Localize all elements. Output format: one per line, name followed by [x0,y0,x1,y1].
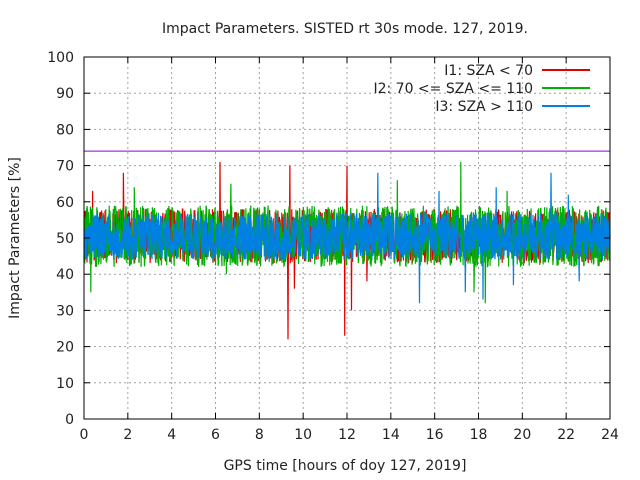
x-tick-label: 14 [382,427,400,443]
chart-title: Impact Parameters. SISTED rt 30s mode. 1… [162,21,528,37]
legend-label-i1: I1: SZA < 70 [444,63,533,79]
x-tick-label: 22 [557,427,575,443]
series-group [83,161,611,340]
y-tick-label: 60 [56,195,74,211]
y-tick-label: 40 [56,267,74,283]
y-axis-tick-labels: 0 10 20 30 40 50 60 70 80 90 100 [47,50,74,428]
y-tick-label: 80 [56,122,74,138]
y-tick-label: 100 [47,50,74,66]
x-tick-label: 16 [426,427,444,443]
x-tick-label: 12 [338,427,356,443]
x-tick-label: 0 [80,427,89,443]
y-tick-label: 20 [56,340,74,356]
y-tick-label: 30 [56,303,74,319]
series-line-3 [83,172,611,304]
x-tick-label: 8 [255,427,264,443]
y-tick-label: 90 [56,86,74,102]
x-axis-label: GPS time [hours of doy 127, 2019] [224,458,467,474]
y-tick-label: 10 [56,376,74,392]
x-tick-label: 6 [211,427,220,443]
y-axis-label: Impact Parameters [%] [7,157,23,319]
legend: I1: SZA < 70 I2: 70 <= SZA <= 110 I3: SZ… [373,63,590,115]
x-tick-label: 10 [294,427,312,443]
x-tick-label: 18 [470,427,488,443]
y-tick-label: 0 [65,412,74,428]
x-tick-label: 24 [601,427,619,443]
x-axis-tick-labels: 0 2 4 6 8 10 12 14 16 18 20 22 24 [80,427,619,443]
x-tick-label: 2 [123,427,132,443]
x-tick-label: 20 [513,427,531,443]
legend-label-i3: I3: SZA > 110 [435,99,533,115]
x-tick-label: 4 [167,427,176,443]
axis-ticks [83,56,611,420]
y-tick-label: 50 [56,231,74,247]
legend-label-i2: I2: 70 <= SZA <= 110 [373,81,533,97]
y-tick-label: 70 [56,159,74,175]
